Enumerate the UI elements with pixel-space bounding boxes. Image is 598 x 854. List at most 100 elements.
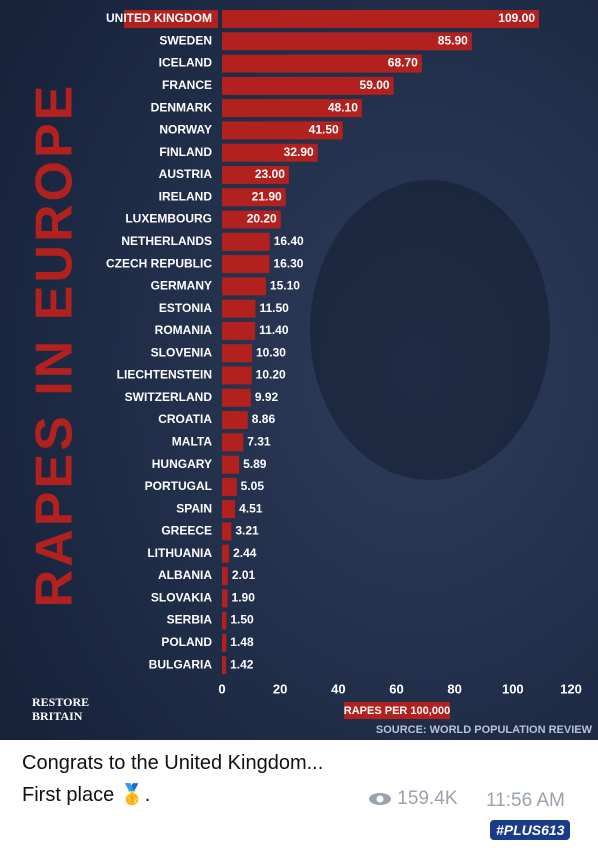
value-label: 32.90: [284, 145, 314, 159]
value-label: 16.40: [274, 234, 304, 248]
bar: [222, 255, 270, 274]
y-tick-label: HUNGARY: [152, 457, 212, 471]
y-tick-label: CZECH REPUBLIC: [106, 256, 212, 270]
bar: [222, 656, 227, 675]
logo-line: BRITAIN: [32, 709, 83, 723]
bar: [222, 589, 228, 608]
bar: [222, 76, 394, 95]
y-tick-label: SERBIA: [167, 613, 213, 627]
value-label: 8.86: [252, 412, 276, 426]
value-label: 3.21: [235, 524, 259, 538]
y-tick-label: LIECHTENSTEIN: [117, 368, 212, 382]
value-label: 10.20: [256, 368, 286, 382]
x-tick-label: 100: [502, 681, 524, 696]
bar: [222, 188, 286, 207]
caption: Congrats to the United Kingdom... First …: [0, 740, 598, 812]
value-label: 85.90: [438, 33, 468, 47]
eye-icon: [369, 792, 391, 805]
bar: [222, 611, 227, 630]
value-label: 59.00: [360, 78, 390, 92]
y-tick-label: DENMARK: [151, 100, 213, 114]
bar: [222, 99, 362, 118]
value-label: 9.92: [255, 390, 279, 404]
bar: [222, 299, 256, 318]
value-label: 4.51: [239, 501, 263, 515]
y-tick-label: SWEDEN: [159, 33, 212, 47]
y-tick-label: IRELAND: [159, 189, 213, 203]
y-tick-label: CROATIA: [158, 412, 212, 426]
y-tick-label: LITHUANIA: [147, 546, 212, 560]
y-tick-label: ROMANIA: [155, 323, 213, 337]
bar: [222, 567, 228, 585]
bar: [222, 388, 251, 407]
x-label-box: [344, 702, 450, 719]
views: 159.4K: [368, 788, 458, 810]
bar: [222, 500, 236, 519]
x-tick-label: 120: [560, 681, 582, 696]
logo-line: RESTORE: [32, 695, 89, 709]
caption-line: First place 🥇.: [22, 784, 151, 806]
y-tick-label: LUXEMBOURG: [125, 212, 212, 226]
chart-title: RAPES IN EUROPE: [26, 83, 84, 608]
value-label: 7.31: [247, 434, 271, 448]
value-label: 11.40: [259, 323, 289, 337]
value-label: 2.01: [232, 568, 256, 582]
y-tick-label: ALBANIA: [158, 568, 212, 582]
y-tick-label: NETHERLANDS: [121, 234, 212, 248]
y-tick-label: SLOVAKIA: [151, 590, 212, 604]
bar: [222, 344, 252, 363]
y-tick-label: MALTA: [172, 434, 213, 448]
y-tick-label: FINLAND: [159, 145, 212, 159]
bar: [222, 633, 227, 652]
y-tick-label: POLAND: [161, 635, 212, 649]
value-label: 16.30: [273, 256, 303, 270]
x-tick-label: 80: [447, 681, 461, 696]
silhouette: [310, 180, 550, 480]
bar: [222, 433, 244, 452]
y-tick-label: ESTONIA: [159, 301, 212, 315]
value-label: 23.00: [255, 167, 285, 181]
value-label: 15.10: [270, 279, 300, 293]
highlight-box: [124, 10, 218, 28]
bar: [222, 544, 230, 563]
bar: [222, 165, 289, 184]
bar: [222, 455, 240, 474]
x-tick-label: 60: [389, 681, 403, 696]
chart: RAPES IN EUROPE RESTORE BRITAIN RAPES PE…: [0, 0, 598, 740]
value-label: 2.44: [233, 546, 257, 560]
value-label: 1.48: [230, 635, 254, 649]
bar: [222, 32, 472, 51]
y-tick-label: ICELAND: [159, 56, 213, 70]
value-label: 1.50: [230, 613, 254, 627]
value-label: 10.30: [256, 345, 286, 359]
bar: [222, 54, 422, 73]
bar: [222, 277, 266, 296]
x-tick-label: 40: [331, 681, 345, 696]
y-tick-label: FRANCE: [162, 78, 212, 92]
value-label: 109.00: [498, 11, 535, 25]
y-tick-label: AUSTRIA: [159, 167, 213, 181]
value-label: 48.10: [328, 100, 358, 114]
value-label: 20.20: [247, 212, 277, 226]
bar: [222, 366, 252, 385]
bar: [222, 143, 318, 162]
caption-line: Congrats to the United Kingdom...: [22, 752, 324, 774]
value-label: 68.70: [388, 56, 418, 70]
bar: [222, 10, 540, 28]
value-label: 5.05: [241, 479, 265, 493]
y-tick-label: SWITZERLAND: [125, 390, 213, 404]
bar: [222, 232, 270, 251]
value-label: 21.90: [252, 189, 282, 203]
bar: [222, 121, 343, 140]
y-tick-label: PORTUGAL: [145, 479, 212, 493]
time: 11:56 AM: [486, 790, 565, 811]
y-tick-label: BULGARIA: [149, 657, 213, 671]
value-label: 1.42: [230, 657, 254, 671]
value-label: 11.50: [259, 301, 289, 315]
y-tick-label: UNITED KINGDOM: [106, 11, 212, 25]
bar: [222, 210, 281, 229]
x-tick-label: 20: [273, 681, 287, 696]
x-axis-label: RAPES PER 100,000: [344, 705, 450, 717]
y-tick-label: GERMANY: [151, 279, 212, 293]
